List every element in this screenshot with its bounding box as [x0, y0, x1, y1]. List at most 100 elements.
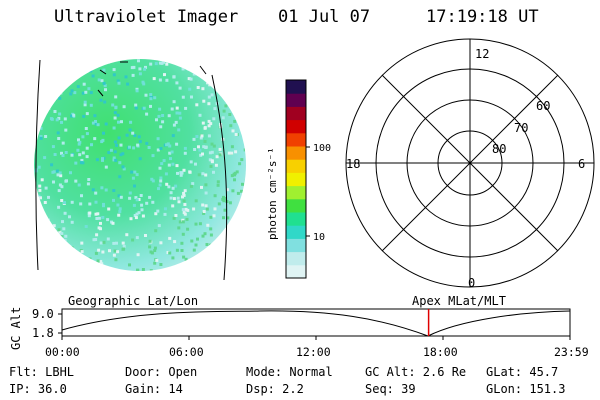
disk-speckle-pixel: [43, 242, 47, 246]
polar-label-6: 6: [578, 157, 585, 171]
disk-speckle-pixel: [48, 87, 52, 91]
disk-speckle-pixel: [117, 120, 120, 124]
disk-speckle-pixel: [240, 189, 243, 193]
disk-speckle-pixel: [240, 99, 244, 103]
disk-speckle-pixel: [100, 140, 104, 144]
disk-speckle-pixel: [171, 204, 175, 208]
disk-speckle-pixel: [135, 236, 139, 240]
disk-speckle-pixel: [242, 226, 246, 229]
disk-speckle-pixel: [102, 68, 106, 72]
disk-speckle-pixel: [53, 239, 57, 243]
disk-speckle-pixel: [206, 223, 210, 227]
disk-speckle-pixel: [194, 162, 197, 166]
disk-speckle-pixel: [179, 173, 183, 177]
disk-speckle-pixel: [170, 107, 174, 111]
disk-speckle-pixel: [104, 165, 108, 169]
disk-speckle-pixel: [106, 218, 110, 222]
disk-speckle-pixel: [214, 62, 218, 66]
disk-speckle-pixel: [197, 261, 201, 265]
colorbar-cell: [286, 119, 306, 134]
disk-speckle-pixel: [51, 170, 55, 174]
disk-speckle-pixel: [212, 267, 216, 271]
disk-speckle-pixel: [175, 248, 179, 252]
disk-speckle-pixel: [51, 75, 55, 79]
disk-speckle-pixel: [85, 112, 89, 116]
disk-speckle-pixel: [50, 254, 54, 258]
disk-speckle-pixel: [89, 69, 93, 73]
disk-speckle-pixel: [137, 198, 141, 201]
disk-speckle-pixel: [238, 255, 242, 259]
disk-speckle-pixel: [227, 151, 231, 155]
disk-speckle-pixel: [175, 142, 179, 146]
disk-speckle-pixel: [117, 194, 121, 198]
disk-speckle-pixel: [226, 228, 230, 232]
disk-speckle-pixel: [177, 200, 181, 204]
disk-speckle-pixel: [135, 89, 139, 93]
disk-speckle-pixel: [207, 119, 211, 123]
disk-speckle-pixel: [223, 197, 227, 200]
disk-speckle-pixel: [52, 257, 56, 261]
disk-speckle-pixel: [38, 184, 42, 188]
disk-speckle-pixel: [175, 111, 179, 115]
disk-speckle-pixel: [198, 113, 202, 117]
disk-speckle-pixel: [95, 217, 99, 220]
disk-speckle-pixel: [136, 143, 140, 147]
disk-speckle-pixel: [42, 223, 46, 227]
orbit-ytick-label-1-8: 1.8: [32, 326, 54, 340]
disk-speckle-pixel: [192, 64, 195, 68]
disk-speckle-pixel: [117, 213, 121, 217]
disk-speckle-pixel: [126, 82, 130, 86]
disk-speckle-pixel: [113, 111, 117, 115]
info-glat: GLat: 45.7: [486, 365, 559, 379]
disk-speckle-pixel: [241, 106, 245, 110]
disk-speckle-pixel: [230, 151, 234, 155]
disk-speckle-pixel: [175, 106, 179, 110]
disk-speckle-pixel: [206, 81, 210, 85]
disk-speckle-pixel: [50, 163, 54, 167]
disk-speckle-pixel: [94, 238, 98, 241]
disk-speckle-pixel: [70, 114, 73, 118]
disk-speckle-pixel: [47, 106, 51, 110]
disk-speckle-pixel: [129, 217, 133, 221]
disk-speckle-pixel: [165, 182, 169, 186]
disk-speckle-pixel: [182, 255, 186, 259]
disk-speckle-pixel: [58, 96, 62, 100]
disk-speckle-pixel: [104, 88, 107, 92]
disk-speckle-pixel: [232, 224, 236, 228]
disk-speckle-pixel: [78, 153, 82, 157]
disk-speckle-pixel: [76, 148, 80, 152]
disk-speckle-pixel: [53, 153, 57, 156]
disk-speckle-pixel: [44, 186, 48, 190]
disk-speckle-pixel: [182, 199, 186, 203]
disk-speckle-pixel: [172, 123, 176, 127]
disk-speckle-pixel: [113, 140, 117, 144]
disk-speckle-pixel: [205, 243, 209, 246]
disk-speckle-pixel: [156, 137, 160, 141]
disk-speckle-pixel: [125, 233, 129, 237]
disk-speckle-pixel: [94, 120, 97, 123]
disk-speckle-pixel: [241, 182, 244, 186]
disk-speckle-pixel: [119, 153, 123, 157]
disk-speckle-pixel: [234, 133, 238, 136]
disk-speckle-pixel: [176, 196, 180, 200]
disk-speckle-pixel: [158, 183, 162, 187]
colorbar-cell: [286, 93, 306, 107]
disk-speckle-pixel: [244, 225, 246, 229]
disk-speckle-pixel: [204, 173, 208, 177]
disk-speckle-pixel: [222, 241, 226, 245]
disk-speckle-pixel: [34, 62, 38, 66]
disk-speckle-pixel: [51, 145, 55, 149]
orbit-left-title: Geographic Lat/Lon: [68, 294, 198, 308]
disk-speckle-pixel: [231, 259, 235, 263]
disk-speckle-pixel: [69, 92, 73, 96]
disk-speckle-pixel: [46, 233, 50, 237]
disk-speckle-pixel: [59, 85, 63, 89]
disk-speckle-pixel: [225, 83, 229, 87]
disk-speckle-pixel: [199, 153, 203, 157]
orbit-ytick-label-9: 9.0: [32, 307, 54, 321]
disk-speckle-pixel: [103, 100, 107, 104]
disk-speckle-pixel: [233, 92, 237, 96]
disk-speckle-pixel: [142, 82, 146, 86]
disk-speckle-pixel: [183, 212, 187, 216]
polar-label-0: 0: [468, 276, 475, 290]
